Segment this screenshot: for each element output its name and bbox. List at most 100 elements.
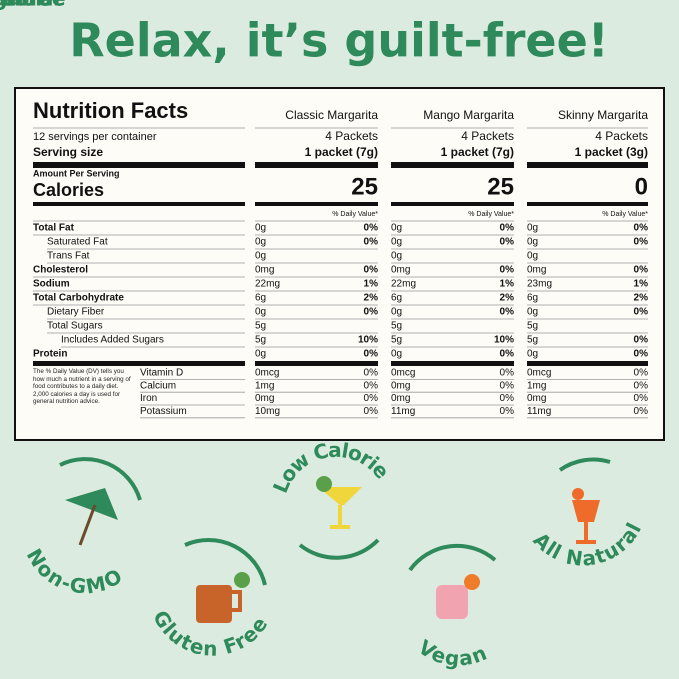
amount: 11mg <box>527 406 551 417</box>
vitamin-name: Calcium <box>140 380 176 391</box>
badge-label-path: Non-GMO <box>22 544 126 598</box>
daily-value: 0% <box>634 349 649 360</box>
amount: 1mg <box>255 380 274 391</box>
amount: 0g <box>527 349 538 360</box>
amount: 0g <box>527 307 538 318</box>
amount: 0mg <box>391 265 410 276</box>
daily-value-header: % Daily Value* <box>602 211 648 218</box>
rule-bar <box>391 361 514 366</box>
amount: 0mg <box>391 380 410 391</box>
daily-value: 0% <box>364 265 379 276</box>
amount: 0g <box>255 307 266 318</box>
daily-value: 10% <box>494 335 514 346</box>
orange-icon <box>464 574 480 590</box>
badge-ring <box>298 538 380 560</box>
product-servings: 4 Packets <box>461 129 514 143</box>
amount: 0g <box>527 223 538 234</box>
umbrella-stick <box>78 504 97 546</box>
label-title: Nutrition Facts <box>33 98 188 123</box>
margarita-stem <box>338 505 342 525</box>
daily-value: 2% <box>364 293 379 304</box>
vitamin-name: Vitamin D <box>140 368 183 379</box>
amount: 0g <box>527 251 538 262</box>
nutrient-name: Saturated Fat <box>47 237 108 248</box>
cocktail-icon <box>572 500 600 522</box>
amount: 5g <box>255 321 266 332</box>
daily-value: 1% <box>364 279 379 290</box>
product-serving-size: 1 packet (7g) <box>441 145 514 159</box>
rule-bar <box>255 361 378 366</box>
amount: 0mg <box>255 265 274 276</box>
amount: 0g <box>527 237 538 248</box>
amount: 11mg <box>391 406 415 417</box>
amount: 0mg <box>527 393 546 404</box>
product-calories: 25 <box>351 173 378 200</box>
nutrient-name: Sodium <box>33 279 70 290</box>
daily-value: 0% <box>364 406 379 417</box>
amount: 0g <box>255 251 266 262</box>
amount: 22mg <box>255 279 280 290</box>
lime-icon <box>316 476 332 492</box>
mug-handle <box>232 590 242 612</box>
amount: 0g <box>255 223 266 234</box>
amount: 23mg <box>527 279 552 290</box>
amount-per-serving: Amount Per Serving <box>33 168 120 178</box>
daily-value-header: % Daily Value* <box>468 211 514 218</box>
product-name: Mango Margarita <box>423 108 514 122</box>
daily-value: 10% <box>358 335 378 346</box>
daily-value: 0% <box>634 237 649 248</box>
cherry-icon <box>572 488 584 500</box>
nutrition-panel <box>14 87 665 441</box>
vegan-glass-icon <box>436 585 468 619</box>
amount: 0mcg <box>527 368 551 379</box>
badge-ring <box>558 457 611 472</box>
umbrella-icon <box>65 488 118 520</box>
amount: 0mg <box>255 393 274 404</box>
amount: 0mg <box>391 393 410 404</box>
daily-value: 0% <box>364 393 379 404</box>
nutrient-name: Includes Added Sugars <box>61 335 164 346</box>
daily-value-header: % Daily Value* <box>332 211 378 218</box>
amount: 0g <box>255 237 266 248</box>
rule-bar <box>527 202 648 206</box>
product-name: Classic Margarita <box>285 108 378 122</box>
daily-value: 0% <box>634 393 649 404</box>
amount: 5g <box>527 335 538 346</box>
daily-value: 0% <box>364 380 379 391</box>
product-serving-size: 1 packet (3g) <box>575 145 648 159</box>
daily-value: 0% <box>364 237 379 248</box>
amount: 0g <box>391 251 402 262</box>
daily-value: 0% <box>500 237 515 248</box>
amount: 5g <box>255 335 266 346</box>
lime-icon <box>234 572 250 588</box>
daily-value: 0% <box>634 223 649 234</box>
mug-icon <box>196 585 232 623</box>
daily-value: 0% <box>634 380 649 391</box>
nutrient-name: Dietary Fiber <box>47 307 105 318</box>
amount: 6g <box>391 293 402 304</box>
rule-bar <box>527 162 648 168</box>
icons <box>65 476 600 623</box>
amount: 0mcg <box>391 368 415 379</box>
product-serving-size: 1 packet (7g) <box>305 145 378 159</box>
daily-value: 0% <box>500 380 515 391</box>
vitamin-name: Iron <box>140 393 157 404</box>
margarita-base <box>330 525 350 529</box>
amount: 0g <box>391 223 402 234</box>
vitamin-name: Potassium <box>140 406 187 417</box>
badges <box>59 457 611 586</box>
calories-label: Calories <box>33 180 104 200</box>
product-name: Skinny Margarita <box>558 108 648 122</box>
servings: 12 servings per container <box>33 131 157 143</box>
nutrient-name: Protein <box>33 349 67 360</box>
daily-value: 0% <box>634 335 649 346</box>
daily-value: 0% <box>364 223 379 234</box>
amount: 5g <box>527 321 538 332</box>
serving-size: Serving size <box>33 145 103 159</box>
daily-value: 2% <box>634 293 649 304</box>
amount: 0g <box>391 307 402 318</box>
daily-value: 0% <box>500 368 515 379</box>
nutrient-name: Total Carbohydrate <box>33 293 124 304</box>
product-servings: 4 Packets <box>325 129 378 143</box>
